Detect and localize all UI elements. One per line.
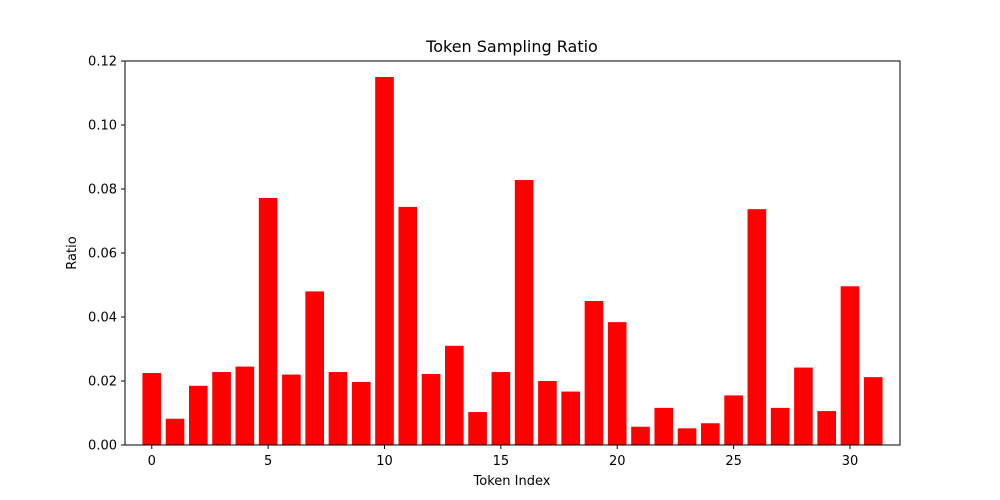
bar-26 [747, 209, 767, 445]
bars-group [142, 77, 883, 446]
y-tick-label: 0.04 [88, 311, 117, 326]
bar-20 [607, 322, 627, 445]
y-tick-label: 0.06 [88, 247, 117, 262]
x-axis-ticks: 0 5 10 15 20 25 30 [148, 445, 859, 469]
bar-21 [631, 426, 650, 445]
bar-2 [189, 385, 208, 445]
x-tick-label: 5 [264, 454, 272, 469]
x-tick-label: 20 [609, 454, 626, 469]
bar-25 [724, 395, 743, 445]
x-tick-label: 30 [842, 454, 859, 469]
bar-4 [235, 366, 255, 445]
bar-14 [468, 412, 487, 445]
bar-28 [794, 367, 813, 445]
bar-11 [398, 206, 418, 445]
bar-13 [445, 345, 464, 445]
y-tick-label: 0.10 [88, 119, 117, 134]
chart-title: Token Sampling Ratio [425, 37, 598, 56]
x-tick-label: 25 [725, 454, 742, 469]
x-axis-title: Token Index [473, 474, 551, 489]
bar-19 [584, 301, 604, 445]
bar-10 [375, 77, 394, 445]
bar-29 [817, 411, 836, 445]
bar-7 [305, 291, 324, 445]
x-tick-label: 10 [376, 454, 393, 469]
bar-3 [212, 372, 231, 445]
bar-6 [282, 374, 301, 445]
bar-31 [863, 377, 883, 445]
bar-22 [654, 407, 674, 445]
bar-16 [514, 180, 534, 446]
bar-27 [770, 407, 790, 445]
y-tick-label: 0.00 [88, 439, 117, 454]
y-tick-label: 0.02 [88, 375, 117, 390]
y-axis-ticks: 0.00 0.02 0.04 0.06 0.08 0.10 0.12 [88, 55, 125, 454]
bar-12 [421, 373, 441, 445]
bar-9 [351, 381, 371, 445]
bar-18 [561, 391, 580, 445]
bar-30 [840, 286, 860, 445]
bar-1 [165, 418, 185, 445]
y-tick-label: 0.08 [88, 183, 117, 198]
bar-23 [677, 428, 697, 445]
bar-15 [491, 372, 511, 445]
bar-24 [701, 423, 720, 445]
x-tick-label: 0 [148, 454, 156, 469]
x-tick-label: 15 [493, 454, 510, 469]
bar-8 [328, 372, 348, 445]
y-tick-label: 0.12 [88, 55, 117, 70]
bar-0 [142, 373, 162, 445]
y-axis-title: Ratio [65, 236, 80, 269]
bar-5 [258, 197, 278, 445]
bar-17 [538, 381, 557, 445]
